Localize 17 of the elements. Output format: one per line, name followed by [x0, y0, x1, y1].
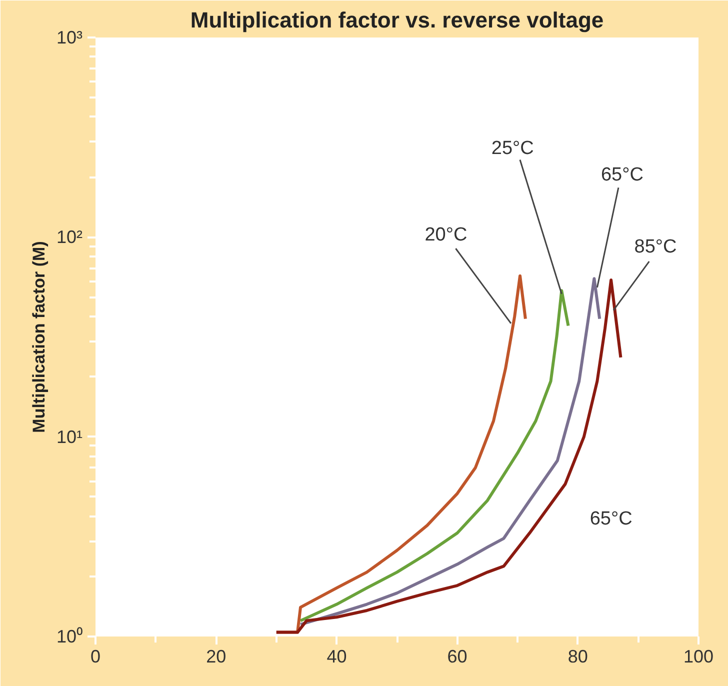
annotation: 85°C [634, 236, 677, 258]
y-tick-label: 10¹ [56, 426, 83, 447]
y-tick-label: 10³ [56, 28, 83, 48]
annotation: 25°C [491, 138, 534, 159]
y-tick-label: 10² [56, 227, 83, 248]
x-tick-label: 60 [447, 646, 468, 666]
chart-title: Multiplication factor vs. reverse voltage [190, 8, 604, 32]
x-tick-label: 100 [683, 646, 714, 666]
x-tick-label: 80 [568, 646, 588, 666]
y-axis-title: Multiplication factor (M) [29, 241, 48, 433]
x-tick-label: 0 [90, 646, 101, 666]
x-tick-label: 20 [206, 646, 226, 666]
annotation: 20°C [424, 224, 468, 246]
y-tick-label: 10⁰ [56, 626, 83, 646]
annotation: 65°C [600, 164, 644, 186]
x-tick-label: 40 [326, 646, 347, 666]
annotation: 65°C [590, 508, 632, 530]
